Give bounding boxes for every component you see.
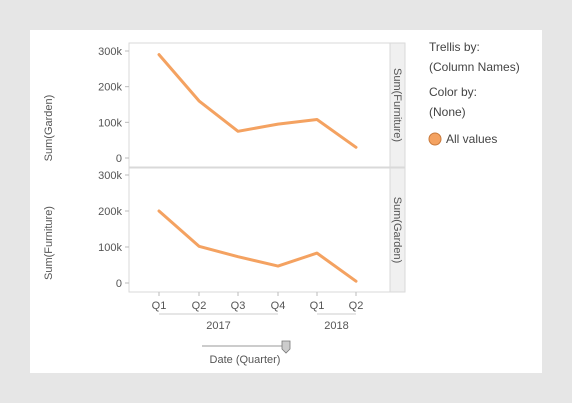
y-tick-label: 0: [116, 278, 122, 290]
x-tick-label: Q1: [152, 300, 167, 312]
panel-top-plot-area: [128, 42, 391, 168]
slider-handle[interactable]: [281, 340, 291, 354]
legend-item-label[interactable]: All values: [446, 132, 497, 146]
y-tick-label: 300k: [98, 46, 122, 58]
x-group-label: 2017: [206, 320, 230, 332]
y-tick-label: 200k: [98, 82, 122, 94]
x-tick-label: Q2: [349, 300, 364, 312]
legend: Trellis by: (Column Names) Color by: (No…: [428, 40, 520, 146]
x-axis-range-slider[interactable]: [202, 340, 291, 354]
strip-label-top: Sum(Furniture): [391, 68, 403, 142]
strip-top: [389, 42, 406, 168]
strip-label-bottom: Sum(Garden): [391, 197, 403, 264]
y-tick-label: 100k: [98, 117, 122, 129]
legend-color-label: Color by:: [429, 85, 477, 99]
series-line-panel-2[interactable]: [157, 209, 358, 283]
y-tick-label: 300k: [98, 170, 122, 182]
y-tick-label: 100k: [98, 242, 122, 254]
strip-bottom: [389, 167, 406, 293]
legend-color-value: (None): [429, 105, 466, 119]
visualization-card: Sum(Furniture) Sum(Garden) Sum(Garden) S…: [30, 30, 542, 373]
y-tick-label: 0: [116, 153, 122, 165]
x-group-label: 2018: [324, 320, 348, 332]
panel-bottom-plot-area: [128, 167, 391, 293]
x-tick-label: Q1: [310, 300, 325, 312]
x-tick-label: Q3: [231, 300, 246, 312]
series-line-panel-1[interactable]: [157, 53, 358, 149]
y-axis-label-top: Sum(Garden): [43, 95, 55, 162]
x-tick-label: Q4: [271, 300, 286, 312]
x-tick-label: Q2: [192, 300, 207, 312]
legend-trellis-label: Trellis by:: [429, 40, 480, 54]
y-tick-label: 200k: [98, 206, 122, 218]
legend-item-swatch[interactable]: [428, 132, 442, 146]
x-axis-label: Date (Quarter): [210, 354, 281, 366]
trellis-line-chart: Sum(Furniture) Sum(Garden) Sum(Garden) S…: [43, 40, 520, 366]
legend-trellis-value: (Column Names): [429, 60, 520, 74]
y-axis-label-bottom: Sum(Furniture): [43, 206, 55, 280]
